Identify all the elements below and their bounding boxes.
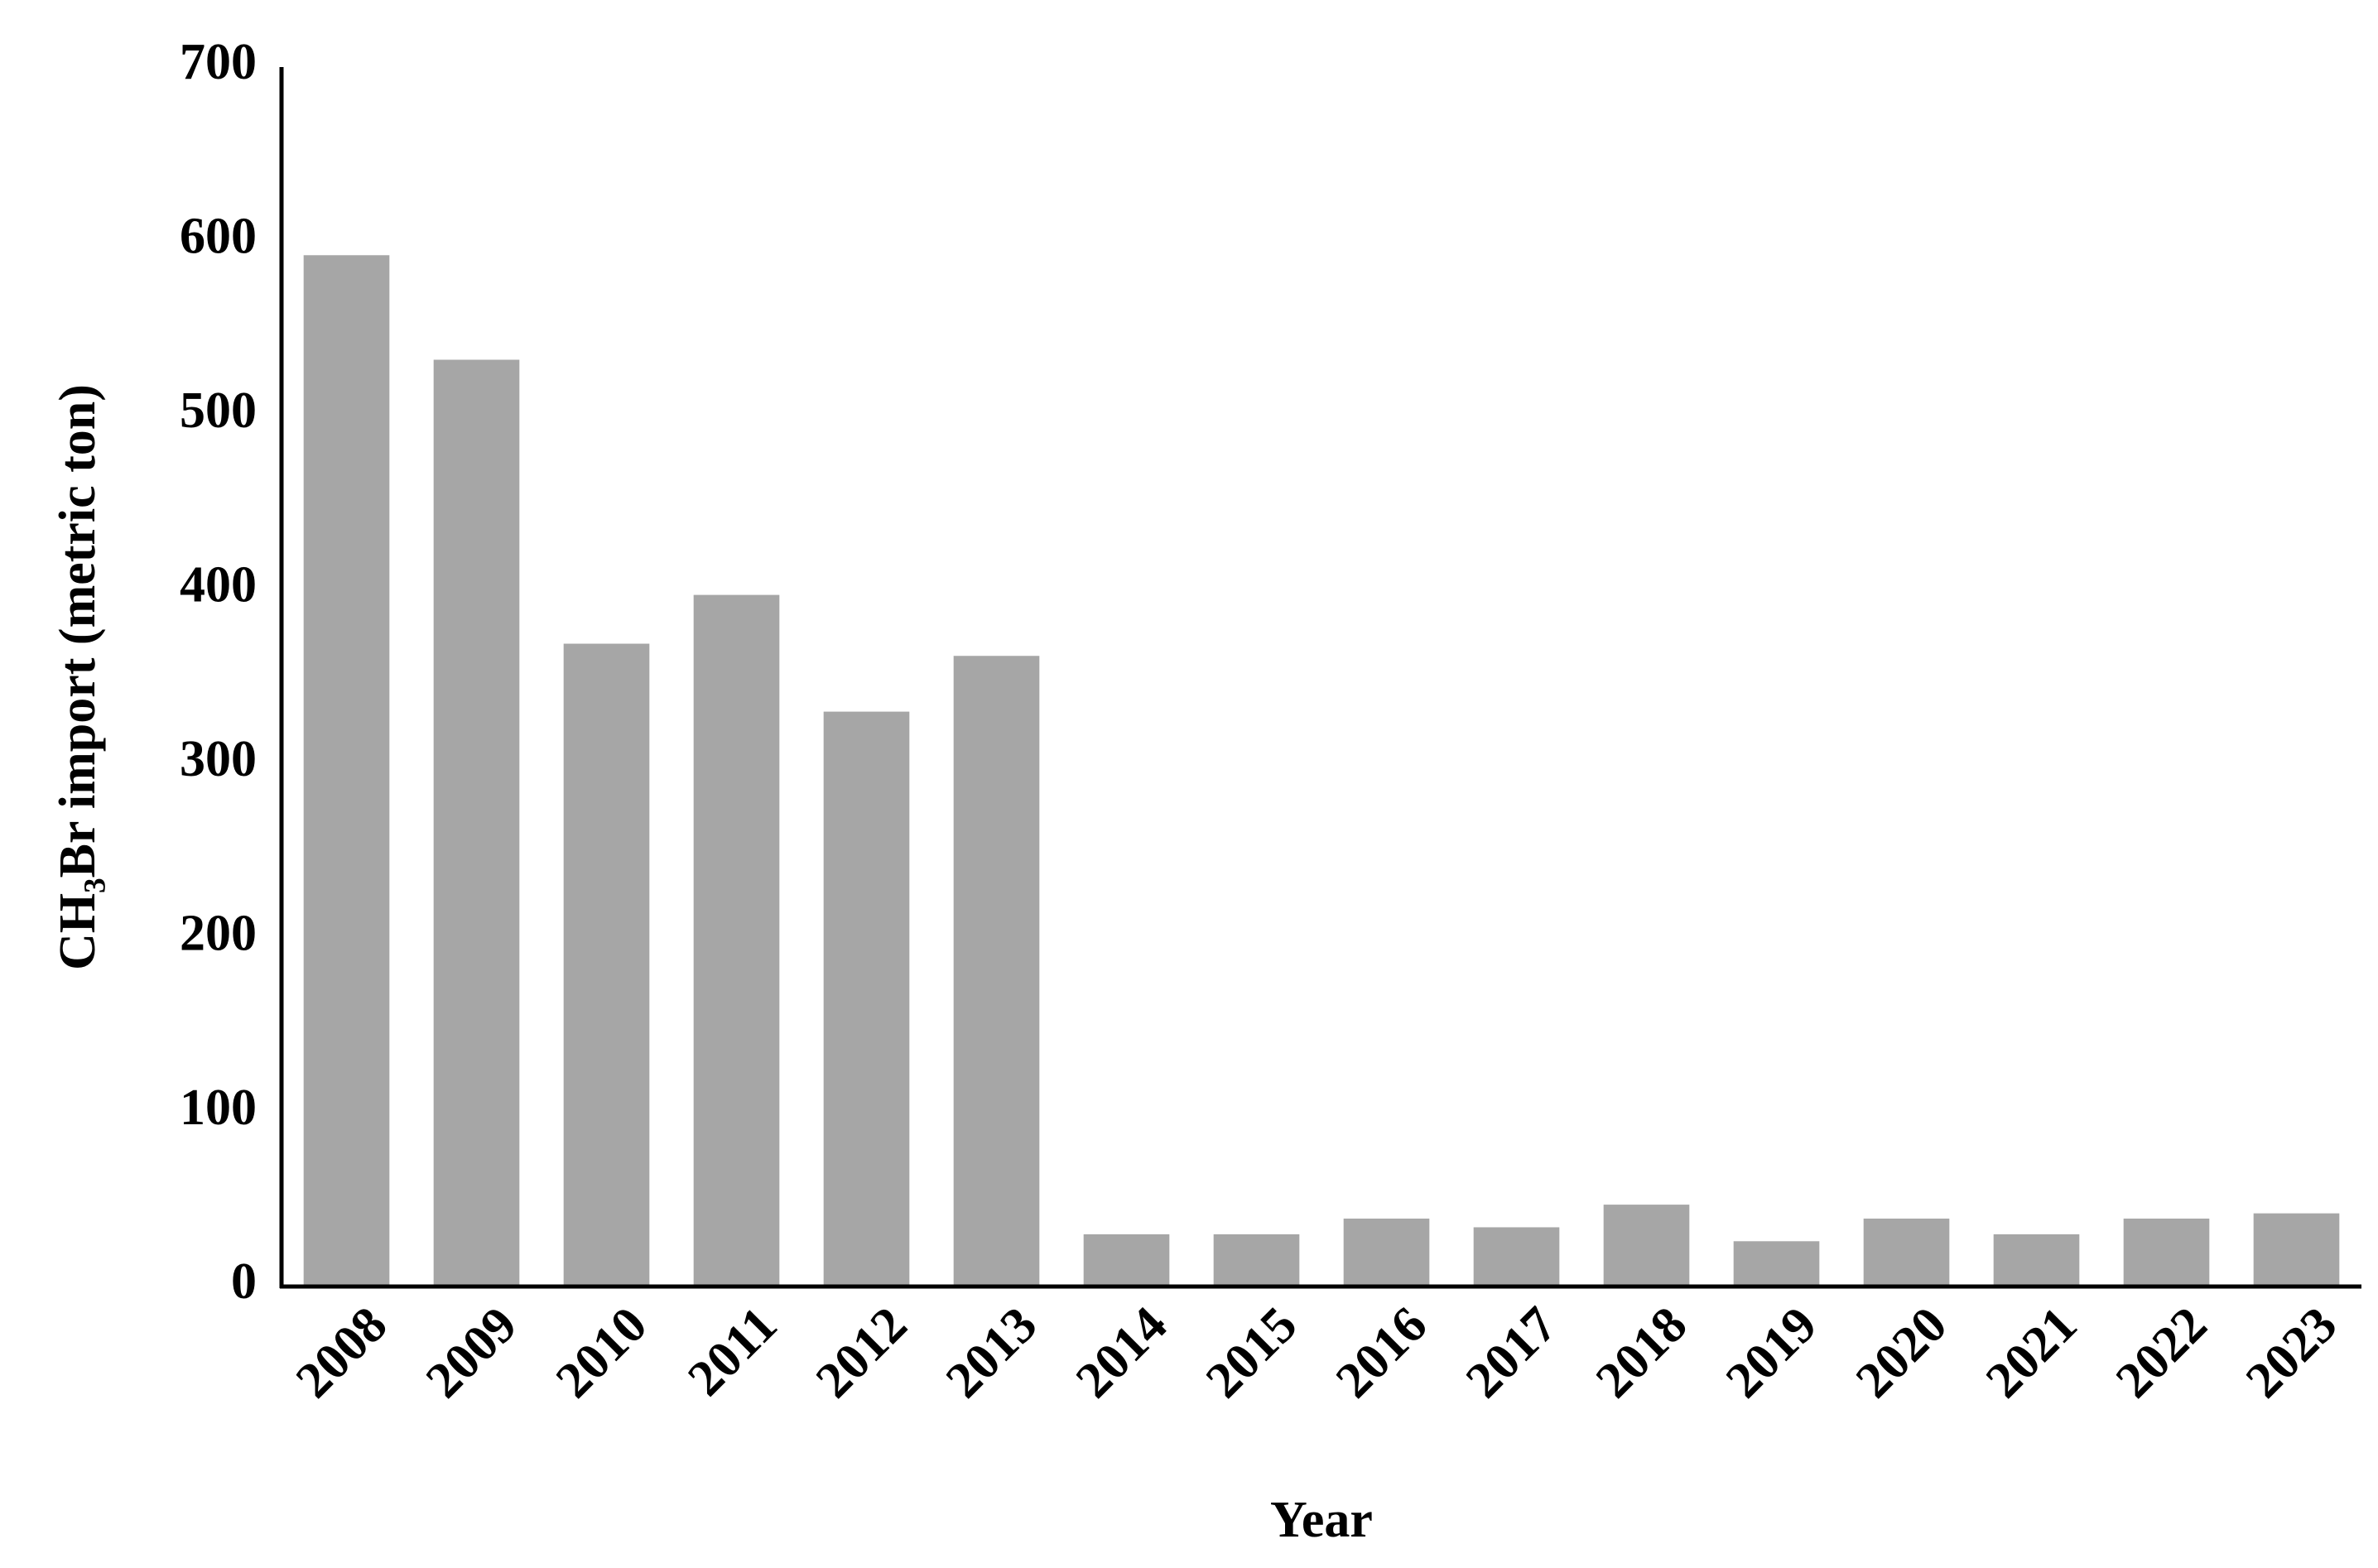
y-tick-label: 200: [180, 905, 257, 961]
x-tick-label: 2015: [1196, 1296, 1308, 1409]
bar: [2253, 1213, 2340, 1287]
x-tick-label: 2020: [1846, 1296, 1958, 1409]
x-tick-label: 2010: [546, 1296, 658, 1409]
x-tick-label: 2021: [1976, 1296, 2088, 1409]
bar: [1993, 1234, 2080, 1287]
bar: [2123, 1218, 2210, 1287]
y-axis-title: CH₃Br import (metric ton): [50, 384, 106, 970]
x-tick-label: 2012: [806, 1296, 918, 1409]
x-tick-label: 2023: [2236, 1296, 2348, 1409]
x-tick-label: 2009: [416, 1296, 528, 1409]
bar: [1603, 1205, 1690, 1287]
x-tick-label: 2014: [1066, 1296, 1178, 1409]
x-tick-label: 2018: [1586, 1296, 1698, 1409]
bar: [1473, 1227, 1560, 1287]
x-tick-label: 2019: [1716, 1296, 1828, 1409]
x-tick-label: 2017: [1456, 1296, 1568, 1409]
y-tick-label: 300: [180, 731, 257, 787]
bar: [1083, 1234, 1170, 1287]
bar: [953, 656, 1040, 1287]
bar: [303, 255, 390, 1287]
x-tick-label: 2008: [286, 1296, 398, 1409]
bar: [1213, 1234, 1300, 1287]
bar: [433, 359, 520, 1287]
y-tick-label: 500: [180, 382, 257, 439]
bar: [1863, 1218, 1950, 1287]
y-tick-label: 400: [180, 557, 257, 613]
bar: [823, 711, 910, 1287]
y-tick-label: 100: [180, 1080, 257, 1136]
x-tick-label: 2016: [1326, 1296, 1438, 1409]
bar: [693, 594, 780, 1287]
bar: [563, 643, 650, 1287]
y-tick-label: 700: [180, 34, 257, 90]
x-tick-label: 2013: [936, 1296, 1048, 1409]
bar: [1343, 1218, 1430, 1287]
x-tick-label: 2011: [677, 1296, 787, 1407]
x-axis-title: Year: [1270, 1492, 1373, 1548]
x-tick-label: 2022: [2106, 1296, 2218, 1409]
bar: [1733, 1241, 1820, 1287]
y-tick-label: 600: [180, 209, 257, 265]
y-tick-label: 0: [231, 1253, 257, 1310]
